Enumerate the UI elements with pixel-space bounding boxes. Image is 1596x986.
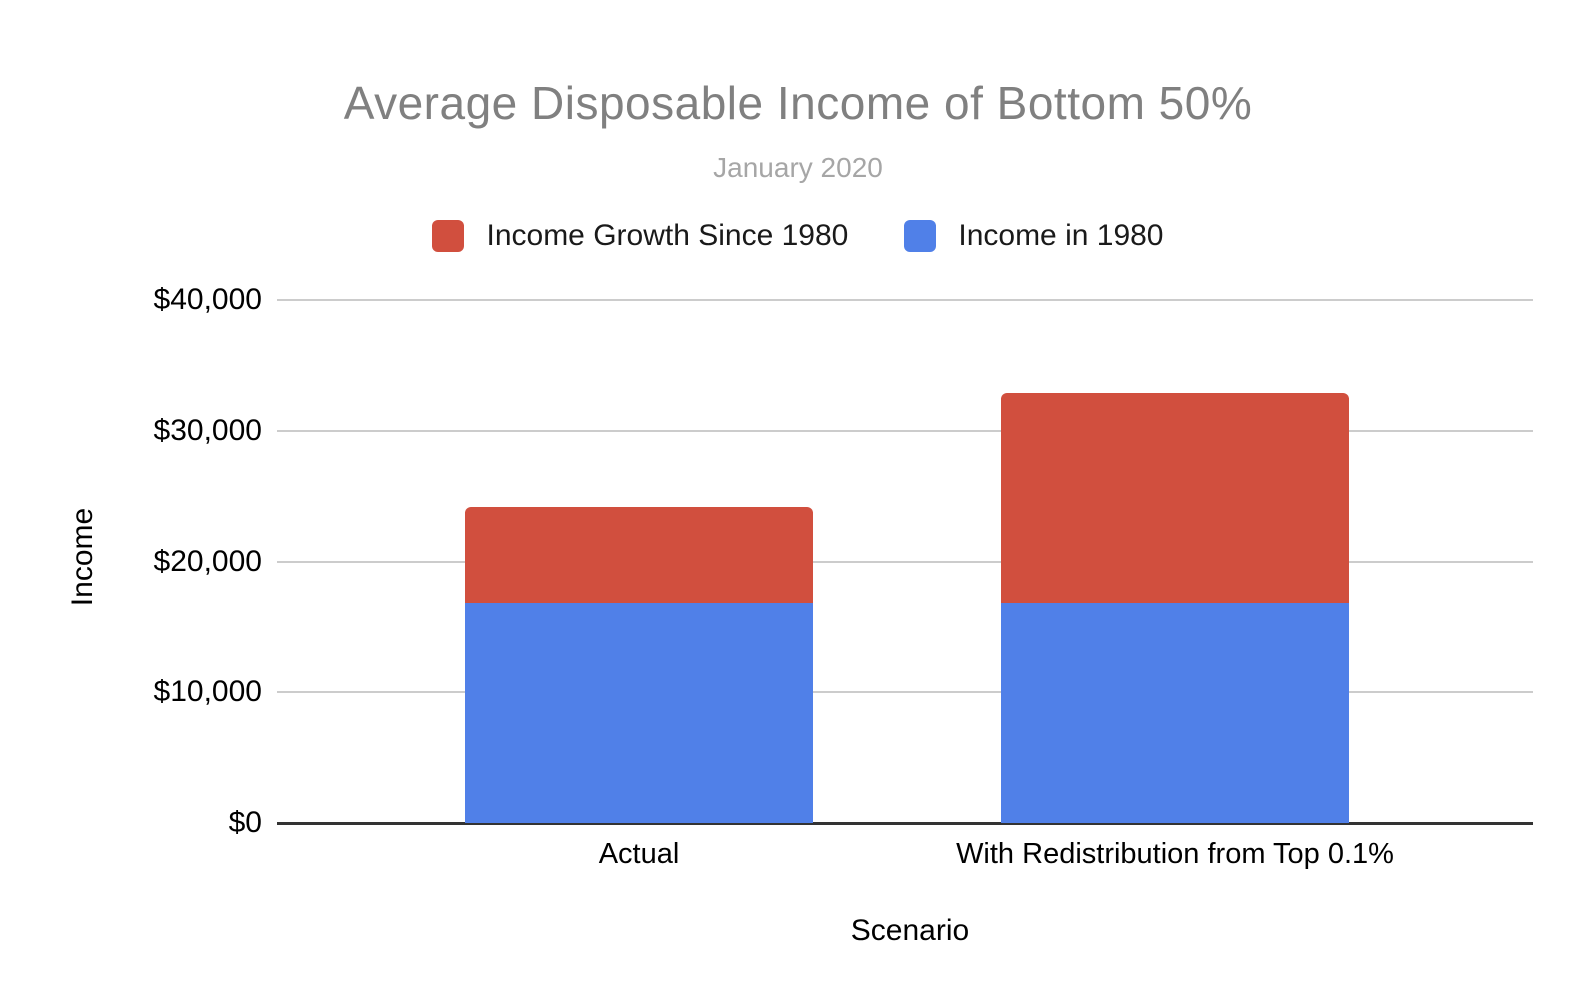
gridline	[277, 429, 1533, 432]
y-tick-label: $30,000	[153, 413, 262, 447]
y-tick-label: $0	[228, 806, 262, 839]
x-category-label: With Redistribution from Top 0.1%	[956, 838, 1394, 870]
x-axis-title: Scenario	[850, 914, 970, 947]
chart-legend: Income Growth Since 1980 Income in 1980	[0, 218, 1596, 254]
gridline	[277, 299, 1533, 301]
chart-title: Average Disposable Income of Bottom 50%	[343, 77, 1253, 129]
legend-swatch-blue-icon	[904, 220, 937, 252]
legend-swatch-red-icon	[432, 220, 465, 252]
x-category-label: Actual	[598, 838, 680, 870]
chart-subtitle: January 2020	[713, 152, 883, 183]
legend-label-income-1980: Income in 1980	[958, 219, 1164, 252]
y-tick-label: $40,000	[153, 283, 262, 316]
bar-segment-income-1980	[465, 603, 813, 823]
y-axis-title: Income	[66, 507, 99, 607]
bar-segment-income-growth	[1001, 392, 1349, 604]
gridline	[277, 691, 1533, 694]
legend-item-income-1980: Income in 1980	[904, 219, 1164, 253]
y-tick-label: $20,000	[153, 544, 262, 578]
legend-item-income-growth: Income Growth Since 1980	[432, 219, 848, 253]
gridline	[277, 560, 1533, 563]
x-axis-zero-line	[277, 821, 1533, 825]
bar-segment-income-1980	[1001, 603, 1349, 823]
legend-label-income-growth: Income Growth Since 1980	[486, 219, 849, 252]
y-tick-label: $10,000	[153, 675, 262, 709]
bar-segment-income-growth	[465, 506, 813, 604]
